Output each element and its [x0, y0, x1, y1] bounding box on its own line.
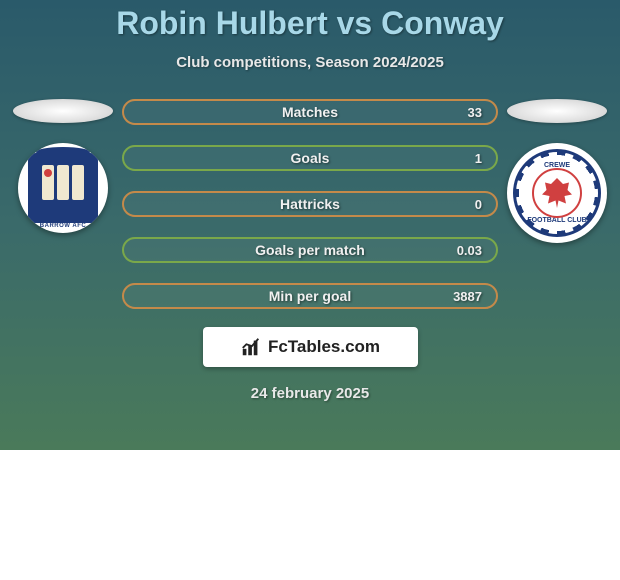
stat-label: Matches — [282, 104, 338, 120]
stat-row: Goals per match 0.03 — [122, 237, 498, 263]
right-club-crest: CREWE FOOTBALL CLUB — [507, 143, 607, 243]
left-club-crest: BARROW AFC — [18, 143, 108, 233]
left-name-pill — [13, 99, 113, 123]
comparison-panel: Robin Hulbert vs Conway Club competition… — [0, 0, 620, 450]
stat-value-right: 1 — [475, 151, 482, 166]
stat-row: Goals 1 — [122, 145, 498, 171]
page-title: Robin Hulbert vs Conway — [0, 5, 620, 42]
stat-row: Min per goal 3887 — [122, 283, 498, 309]
shield-detail-icon — [38, 165, 88, 205]
right-player-column: CREWE FOOTBALL CLUB — [502, 99, 612, 243]
stat-row: Hattricks 0 — [122, 191, 498, 217]
left-player-column: BARROW AFC — [8, 99, 118, 233]
crewe-inner-icon — [532, 168, 582, 218]
brand-box[interactable]: FcTables.com — [203, 327, 418, 367]
stat-label: Goals — [291, 150, 330, 166]
stats-column: Matches 33 Goals 1 Hattricks 0 Goals per match… — [118, 99, 502, 309]
stat-label: Min per goal — [269, 288, 351, 304]
lion-icon — [542, 178, 572, 208]
stat-label: Hattricks — [280, 196, 340, 212]
brand-label: FcTables.com — [268, 337, 380, 357]
crewe-ring-icon: CREWE FOOTBALL CLUB — [513, 149, 601, 237]
left-crest-label: BARROW AFC — [18, 223, 108, 229]
stat-value-right: 3887 — [453, 289, 482, 304]
chart-bars-icon — [240, 336, 262, 358]
right-crest-bot: FOOTBALL CLUB — [516, 217, 598, 224]
stat-value-right: 33 — [468, 105, 482, 120]
stat-value-right: 0.03 — [457, 243, 482, 258]
subtitle: Club competitions, Season 2024/2025 — [0, 54, 620, 71]
main-row: BARROW AFC Matches 33 Goals 1 Hattricks 0 Goal… — [0, 99, 620, 309]
stat-value-right: 0 — [475, 197, 482, 212]
right-name-pill — [507, 99, 607, 123]
stat-label: Goals per match — [255, 242, 365, 258]
date-label: 24 february 2025 — [0, 385, 620, 402]
barrow-shield-icon — [28, 153, 98, 223]
stat-row: Matches 33 — [122, 99, 498, 125]
